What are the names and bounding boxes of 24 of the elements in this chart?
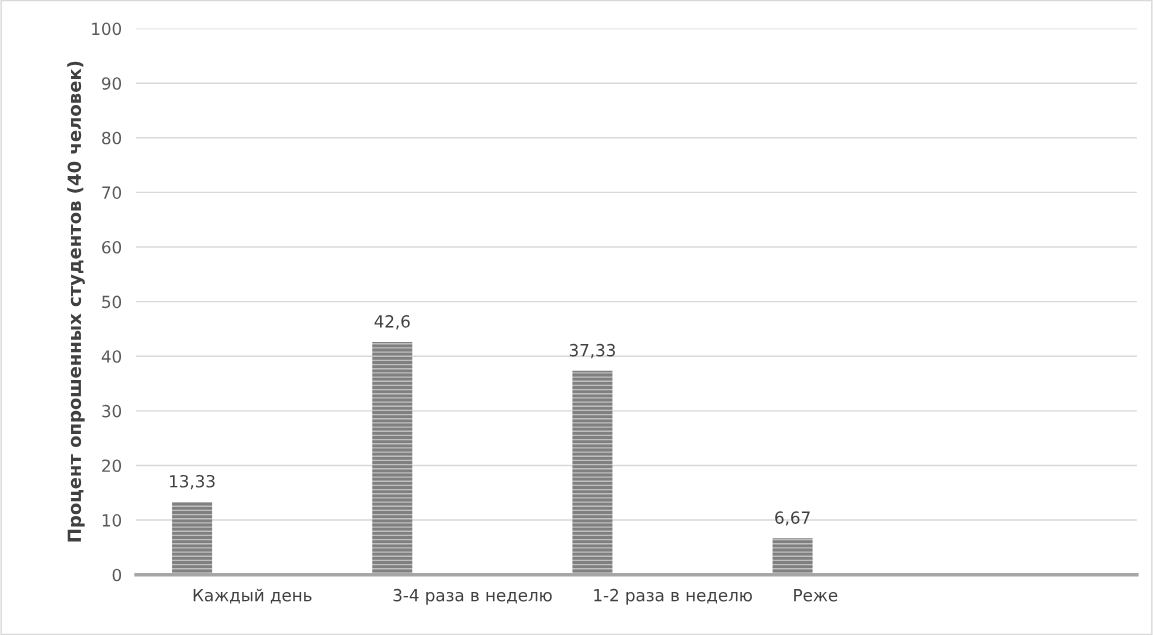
y-tick-label: 80 <box>102 131 122 145</box>
y-tick-label: 100 <box>92 22 122 36</box>
y-tick-label: 90 <box>102 77 122 90</box>
bar <box>172 501 213 575</box>
y-tick-label: 60 <box>102 240 122 254</box>
x-tick-label: Реже <box>794 589 838 602</box>
y-tick-label: 20 <box>102 459 122 473</box>
y-axis-title: Процент опрошенных студентов (40 человек) <box>67 61 85 542</box>
y-tick-label: 40 <box>101 350 122 363</box>
bar <box>572 370 613 575</box>
y-tick-label: 50 <box>102 295 122 309</box>
y-tick-label: 0 <box>112 568 122 582</box>
y-tick-label: 10 <box>102 514 122 527</box>
data-label: 13,33 <box>170 474 215 490</box>
y-tick-label: 30 <box>102 404 122 418</box>
x-tick-label: 3-4 раза в неделю <box>393 588 552 605</box>
bar <box>772 538 813 575</box>
y-tick-label: 70 <box>102 186 122 199</box>
x-tick-label: 1-2 раза в неделю <box>594 588 752 605</box>
bar <box>372 342 413 575</box>
x-tick-label: Каждый день <box>193 588 312 604</box>
data-label: 6,67 <box>775 511 810 526</box>
data-label: 37,33 <box>569 343 615 359</box>
data-label: 42,6 <box>374 315 410 330</box>
